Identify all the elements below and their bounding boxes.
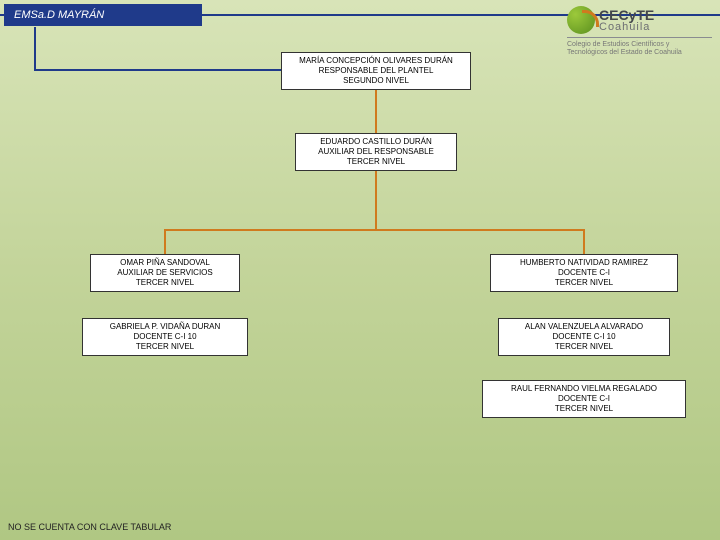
org-node-line: AUXILIAR DEL RESPONSABLE: [318, 147, 434, 157]
org-node-line: DOCENTE C-I: [558, 268, 610, 278]
org-node-line: TERCER NIVEL: [136, 278, 194, 288]
org-node-line: DOCENTE C-I 10: [133, 332, 196, 342]
logo-desc-2: Tecnológicos del Estado de Coahuila: [567, 49, 712, 57]
footer-note: NO SE CUENTA CON CLAVE TABULAR: [8, 522, 171, 532]
org-node-n1: MARÍA CONCEPCIÓN OLIVARES DURÁNRESPONSAB…: [281, 52, 471, 90]
org-node-line: TERCER NIVEL: [555, 342, 613, 352]
org-node-line: HUMBERTO NATIVIDAD RAMIREZ: [520, 258, 648, 268]
org-node-line: TERCER NIVEL: [136, 342, 194, 352]
logo-desc-1: Colegio de Estudios Científicos y: [567, 41, 712, 49]
connector-line: [376, 230, 584, 254]
org-node-line: MARÍA CONCEPCIÓN OLIVARES DURÁN: [299, 56, 453, 66]
org-node-n2: EDUARDO CASTILLO DURÁNAUXILIAR DEL RESPO…: [295, 133, 457, 171]
connector-line: [35, 27, 281, 70]
org-node-n3: OMAR PIÑA SANDOVALAUXILIAR DE SERVICIOST…: [90, 254, 240, 292]
title-text: EMSa.D MAYRÁN: [14, 9, 104, 21]
org-node-n7: RAUL FERNANDO VIELMA REGALADODOCENTE C-I…: [482, 380, 686, 418]
title-bar: EMSa.D MAYRÁN: [4, 4, 202, 26]
org-node-line: SEGUNDO NIVEL: [343, 76, 409, 86]
org-node-line: EDUARDO CASTILLO DURÁN: [320, 137, 432, 147]
org-node-line: TERCER NIVEL: [555, 278, 613, 288]
org-node-n6: ALAN VALENZUELA ALVARADODOCENTE C-I 10TE…: [498, 318, 670, 356]
connector-line: [165, 171, 376, 254]
org-node-line: DOCENTE C-I 10: [552, 332, 615, 342]
org-node-line: AUXILIAR DE SERVICIOS: [117, 268, 212, 278]
logo-block: CECyTE Coahuila Colegio de Estudios Cien…: [567, 6, 712, 57]
logo-mark-icon: [567, 6, 595, 34]
org-node-line: TERCER NIVEL: [555, 404, 613, 414]
org-node-line: OMAR PIÑA SANDOVAL: [120, 258, 210, 268]
org-node-n5: HUMBERTO NATIVIDAD RAMIREZDOCENTE C-ITER…: [490, 254, 678, 292]
org-node-line: TERCER NIVEL: [347, 157, 405, 167]
org-node-line: RAUL FERNANDO VIELMA REGALADO: [511, 384, 657, 394]
org-node-line: ALAN VALENZUELA ALVARADO: [525, 322, 643, 332]
org-node-line: DOCENTE C-I: [558, 394, 610, 404]
org-node-line: RESPONSABLE DEL PLANTEL: [319, 66, 434, 76]
org-node-n4: GABRIELA P. VIDAÑA DURANDOCENTE C-I 10TE…: [82, 318, 248, 356]
logo-sub: Coahuila: [599, 21, 654, 33]
logo-divider: [567, 37, 712, 38]
org-node-line: GABRIELA P. VIDAÑA DURAN: [110, 322, 221, 332]
